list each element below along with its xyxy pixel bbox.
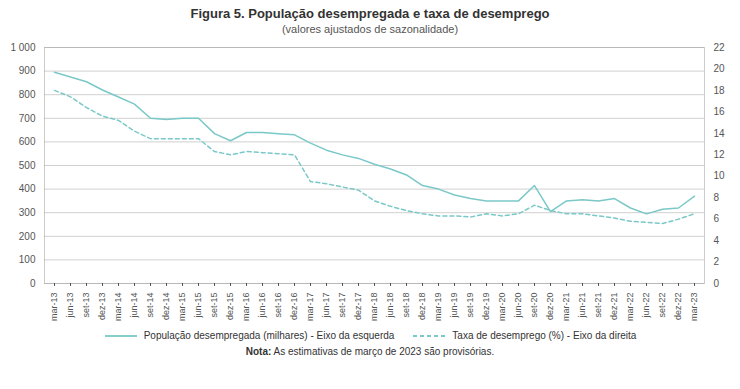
svg-text:0: 0 bbox=[30, 278, 36, 289]
svg-text:jun-18: jun-18 bbox=[385, 293, 395, 319]
svg-text:dez-15: dez-15 bbox=[225, 293, 235, 321]
svg-text:jun-22: jun-22 bbox=[641, 293, 651, 319]
svg-text:dez-16: dez-16 bbox=[289, 293, 299, 321]
svg-text:4: 4 bbox=[714, 235, 720, 246]
svg-text:500: 500 bbox=[19, 160, 36, 171]
svg-text:jun-15: jun-15 bbox=[193, 293, 203, 319]
svg-text:dez-19: dez-19 bbox=[481, 293, 491, 321]
svg-text:dez-13: dez-13 bbox=[97, 293, 107, 321]
svg-text:2: 2 bbox=[714, 256, 720, 267]
svg-text:set-16: set-16 bbox=[273, 293, 283, 318]
svg-text:14: 14 bbox=[714, 128, 726, 139]
svg-text:jun-20: jun-20 bbox=[513, 293, 523, 319]
svg-text:600: 600 bbox=[19, 136, 36, 147]
svg-text:6: 6 bbox=[714, 213, 720, 224]
html-text:Nota: As estimativas de março: Nota: As estimativas de março de 2023 sã… bbox=[245, 346, 495, 357]
svg-text:mar-21: mar-21 bbox=[561, 293, 571, 322]
svg-text:jun-14: jun-14 bbox=[129, 293, 139, 319]
svg-text:100: 100 bbox=[19, 254, 36, 265]
svg-text:18: 18 bbox=[714, 85, 726, 96]
svg-text:1 000: 1 000 bbox=[10, 42, 35, 53]
svg-text:mar-23: mar-23 bbox=[689, 293, 699, 322]
svg-text:jun-17: jun-17 bbox=[321, 293, 331, 319]
html-text:Figura 5. População desemprega: Figura 5. População desempregada e taxa … bbox=[190, 6, 550, 21]
svg-text:dez-22: dez-22 bbox=[673, 293, 683, 321]
svg-text:mar-13: mar-13 bbox=[49, 293, 59, 322]
svg-text:mar-18: mar-18 bbox=[369, 293, 379, 322]
svg-text:300: 300 bbox=[19, 207, 36, 218]
svg-text:jun-19: jun-19 bbox=[449, 293, 459, 319]
svg-text:set-15: set-15 bbox=[209, 293, 219, 318]
svg-text:set-21: set-21 bbox=[593, 293, 603, 318]
svg-text:mar-19: mar-19 bbox=[433, 293, 443, 322]
svg-text:mar-14: mar-14 bbox=[113, 293, 123, 322]
html-text:(valores ajustados de sazonali: (valores ajustados de sazonalidade) bbox=[281, 23, 458, 35]
svg-text:set-17: set-17 bbox=[337, 293, 347, 318]
svg-text:12: 12 bbox=[714, 149, 726, 160]
svg-text:jun-13: jun-13 bbox=[65, 293, 75, 319]
svg-text:dez-18: dez-18 bbox=[417, 293, 427, 321]
svg-text:dez-20: dez-20 bbox=[545, 293, 555, 321]
svg-text:dez-21: dez-21 bbox=[609, 293, 619, 321]
svg-text:8: 8 bbox=[714, 192, 720, 203]
svg-text:16: 16 bbox=[714, 106, 726, 117]
svg-text:800: 800 bbox=[19, 89, 36, 100]
svg-text:set-18: set-18 bbox=[401, 293, 411, 318]
svg-text:900: 900 bbox=[19, 65, 36, 76]
svg-text:0: 0 bbox=[714, 278, 720, 289]
svg-text:400: 400 bbox=[19, 183, 36, 194]
svg-text:set-20: set-20 bbox=[529, 293, 539, 318]
svg-text:set-13: set-13 bbox=[81, 293, 91, 318]
svg-text:10: 10 bbox=[714, 170, 726, 181]
svg-text:22: 22 bbox=[714, 42, 726, 53]
svg-text:mar-16: mar-16 bbox=[241, 293, 251, 322]
svg-text:dez-17: dez-17 bbox=[353, 293, 363, 321]
svg-text:jun-21: jun-21 bbox=[577, 293, 587, 319]
svg-text:mar-15: mar-15 bbox=[177, 293, 187, 322]
svg-text:set-22: set-22 bbox=[657, 293, 667, 318]
html-text:Taxa de desemprego (%) - Eixo: Taxa de desemprego (%) - Eixo da direita bbox=[452, 330, 637, 341]
svg-text:set-19: set-19 bbox=[465, 293, 475, 318]
svg-text:mar-22: mar-22 bbox=[625, 293, 635, 322]
html-text:População desempregada (milhar: População desempregada (milhares) - Eixo… bbox=[143, 330, 395, 341]
svg-text:mar-17: mar-17 bbox=[305, 293, 315, 322]
svg-text:200: 200 bbox=[19, 231, 36, 242]
svg-text:dez-14: dez-14 bbox=[161, 293, 171, 321]
svg-text:jun-16: jun-16 bbox=[257, 293, 267, 319]
svg-text:set-14: set-14 bbox=[145, 293, 155, 318]
svg-text:700: 700 bbox=[19, 113, 36, 124]
svg-text:mar-20: mar-20 bbox=[497, 293, 507, 322]
svg-text:20: 20 bbox=[714, 63, 726, 74]
